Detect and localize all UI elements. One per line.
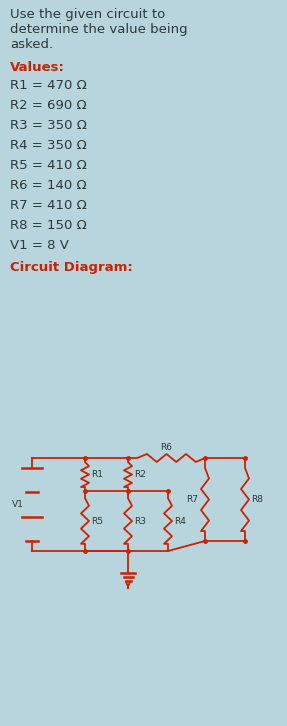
Text: R8: R8 [251, 495, 263, 504]
Text: R3: R3 [134, 516, 146, 526]
Text: R7: R7 [186, 495, 198, 504]
Text: Values:: Values: [10, 61, 65, 74]
Text: Use the given circuit to: Use the given circuit to [10, 8, 165, 21]
Text: R7 = 410 Ω: R7 = 410 Ω [10, 199, 87, 212]
Text: R6 = 140 Ω: R6 = 140 Ω [10, 179, 87, 192]
Text: R4 = 350 Ω: R4 = 350 Ω [10, 139, 87, 152]
Text: R5: R5 [91, 516, 103, 526]
Text: R6: R6 [160, 443, 172, 452]
Text: asked.: asked. [10, 38, 53, 51]
Text: determine the value being: determine the value being [10, 23, 188, 36]
Text: V1: V1 [12, 500, 24, 509]
Text: R4: R4 [174, 516, 186, 526]
Text: R1 = 470 Ω: R1 = 470 Ω [10, 79, 87, 92]
Text: R8 = 150 Ω: R8 = 150 Ω [10, 219, 87, 232]
Text: R2: R2 [134, 470, 146, 479]
Text: R1: R1 [91, 470, 103, 479]
Text: R2 = 690 Ω: R2 = 690 Ω [10, 99, 87, 112]
Text: R5 = 410 Ω: R5 = 410 Ω [10, 159, 87, 172]
Text: Circuit Diagram:: Circuit Diagram: [10, 261, 133, 274]
Text: R3 = 350 Ω: R3 = 350 Ω [10, 119, 87, 132]
Text: V1 = 8 V: V1 = 8 V [10, 239, 69, 252]
